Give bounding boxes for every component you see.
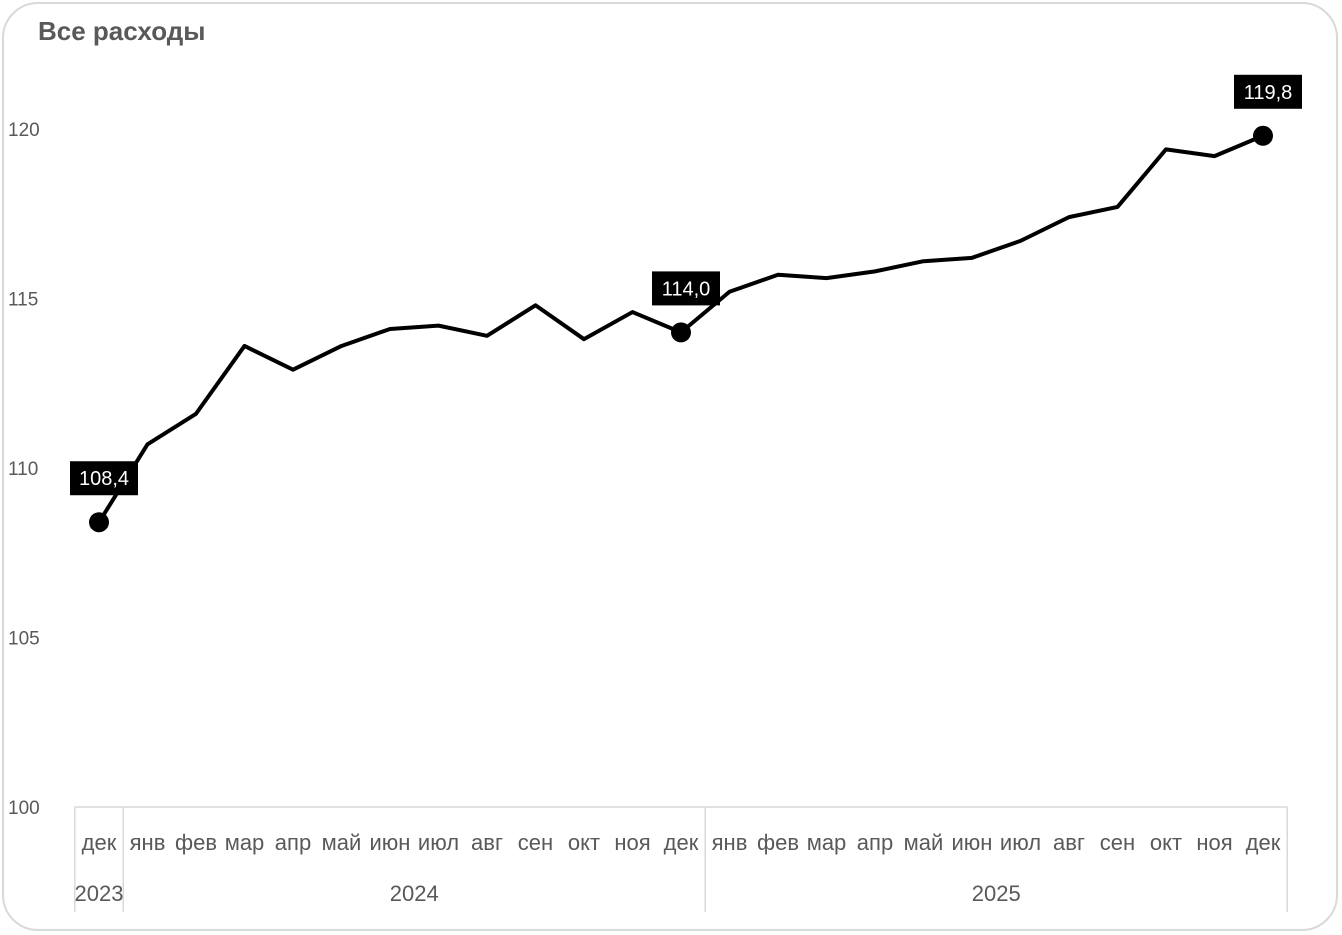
x-tick-label: мар (225, 830, 265, 855)
x-tick-label: май (904, 830, 944, 855)
x-tick-label: окт (568, 830, 600, 855)
chart-title: Все расходы (38, 16, 206, 46)
x-tick-label: янв (130, 830, 166, 855)
year-label: 2025 (972, 881, 1021, 906)
x-tick-label: ноя (1196, 830, 1232, 855)
x-tick-label: дек (664, 830, 699, 855)
data-label: 108,4 (79, 468, 129, 490)
x-tick-label: июн (952, 830, 993, 855)
data-label-box (1234, 74, 1302, 109)
x-tick-label: авг (1053, 830, 1085, 855)
x-tick-label: дек (1246, 830, 1281, 855)
data-label-box (652, 271, 720, 306)
x-tick-label: авг (471, 830, 503, 855)
y-tick-label: 110 (8, 459, 38, 480)
x-tick-label: апр (857, 830, 893, 855)
x-tick-label: июл (1000, 830, 1041, 855)
x-tick-label: фев (757, 830, 799, 855)
x-tick-label: сен (1100, 830, 1135, 855)
x-tick-label: дек (82, 830, 117, 855)
x-tick-label: май (322, 830, 362, 855)
data-label-box (70, 461, 138, 496)
x-tick-label: янв (712, 830, 748, 855)
x-tick-label: июн (370, 830, 411, 855)
x-tick-label: сен (518, 830, 553, 855)
y-tick-label: 105 (8, 629, 40, 650)
y-tick-label: 115 (8, 290, 38, 311)
year-label: 2024 (390, 881, 439, 906)
data-point-marker (671, 322, 691, 343)
y-tick-label: 120 (8, 120, 40, 141)
data-point-marker (1253, 125, 1273, 146)
year-label: 2023 (75, 881, 124, 906)
x-tick-label: мар (807, 830, 847, 855)
y-tick-label: 100 (8, 798, 40, 819)
x-tick-label: июл (418, 830, 459, 855)
data-point-marker (89, 512, 109, 533)
x-tick-label: апр (275, 830, 311, 855)
x-tick-label: ноя (614, 830, 650, 855)
x-tick-label: окт (1150, 830, 1182, 855)
x-tick-label: фев (175, 830, 217, 855)
data-label: 119,8 (1244, 82, 1293, 104)
data-label: 114,0 (662, 278, 711, 300)
